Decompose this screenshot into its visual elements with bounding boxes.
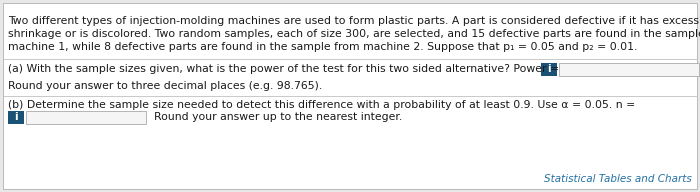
FancyBboxPatch shape — [26, 111, 146, 124]
Text: (b) Determine the sample size needed to detect this difference with a probabilit: (b) Determine the sample size needed to … — [8, 100, 638, 110]
Text: i: i — [547, 65, 551, 74]
Text: (a) With the sample sizes given, what is the power of the test for this two side: (a) With the sample sizes given, what is… — [8, 64, 563, 74]
Text: Round your answer up to the nearest integer.: Round your answer up to the nearest inte… — [154, 113, 402, 122]
FancyBboxPatch shape — [559, 63, 699, 76]
Text: Round your answer to three decimal places (e.g. 98.765).: Round your answer to three decimal place… — [8, 81, 322, 91]
FancyBboxPatch shape — [3, 3, 697, 189]
FancyBboxPatch shape — [541, 63, 557, 76]
Text: shrinkage or is discolored. Two random samples, each of size 300, are selected, : shrinkage or is discolored. Two random s… — [8, 29, 700, 39]
Text: Two different types of injection-molding machines are used to form plastic parts: Two different types of injection-molding… — [8, 16, 700, 26]
FancyBboxPatch shape — [8, 111, 24, 124]
Text: machine 1, while 8 defective parts are found in the sample from machine 2. Suppo: machine 1, while 8 defective parts are f… — [8, 42, 638, 52]
Text: i: i — [14, 113, 18, 122]
Text: Statistical Tables and Charts: Statistical Tables and Charts — [545, 174, 692, 184]
